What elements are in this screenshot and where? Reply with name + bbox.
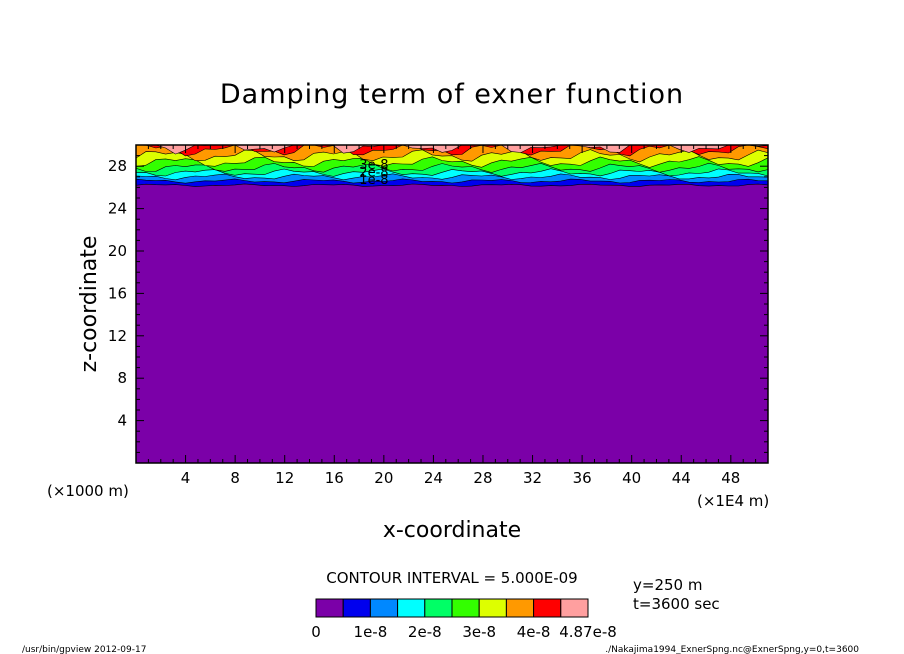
- contour-interval: CONTOUR INTERVAL = 5.000E-09: [326, 569, 577, 587]
- y-tick-label: 12: [108, 327, 127, 345]
- y-axis-label: z-coordinate: [77, 236, 102, 373]
- x-tick-label: 12: [275, 469, 294, 487]
- x-tick-label: 32: [523, 469, 542, 487]
- x-axis-label: x-coordinate: [383, 518, 521, 543]
- colorbar-labels: 0 1e-8 2e-8 3e-8 4e-8 4.87e-8: [311, 623, 617, 641]
- x-tick-label: 20: [374, 469, 393, 487]
- x-tick-label: 36: [573, 469, 592, 487]
- footer-right: ./Nakajima1994_ExnerSpng.nc@ExnerSpng,y=…: [605, 645, 859, 654]
- colorbar-swatch: [478, 598, 507, 618]
- plot-frame: [135, 144, 769, 464]
- x-tick-label: 40: [622, 469, 641, 487]
- colorbar-label: 4e-8: [517, 623, 551, 641]
- x-tick-label: 16: [325, 469, 344, 487]
- colorbar-label: 0: [311, 623, 321, 641]
- colorbar-label: 4.87e-8: [559, 623, 617, 641]
- colorbar-swatch: [342, 598, 371, 618]
- y-tick-label: 28: [108, 157, 127, 175]
- colorbar-label: 2e-8: [408, 623, 442, 641]
- colorbar-label: 1e-8: [354, 623, 388, 641]
- x-tick-label: 24: [424, 469, 443, 487]
- y-ticks: 4 8 12 16 20 24 28: [108, 155, 768, 453]
- y-tick-label: 8: [117, 369, 127, 387]
- x-unit-label: (×1E4 m): [697, 492, 769, 510]
- contour-field: [135, 144, 769, 463]
- colorbar-label: 3e-8: [462, 623, 496, 641]
- y-tick-label: 16: [108, 284, 127, 302]
- band-0: [136, 145, 768, 463]
- colorbar-swatch: [560, 598, 589, 618]
- x-tick-label: 8: [230, 469, 240, 487]
- contour-label: 2e-8: [359, 166, 388, 181]
- y-tick-label: 20: [108, 242, 127, 260]
- x-tick-label: 44: [672, 469, 691, 487]
- contour-labels: 3e-82e-81e-8: [359, 158, 388, 188]
- y-unit-label: (×1000 m): [47, 482, 129, 500]
- contour-label: 3e-8: [359, 158, 388, 173]
- colorbar-swatch: [505, 598, 535, 618]
- x-tick-label: 4: [181, 469, 191, 487]
- y-tick-label: 4: [117, 412, 127, 430]
- info-t: t=3600 sec: [633, 595, 720, 613]
- colorbar-swatch: [315, 598, 344, 618]
- footer-left: /usr/bin/gpview 2012-09-17: [22, 645, 146, 654]
- y-tick-label: 24: [108, 200, 127, 218]
- x-ticks: 4 8 12 16 20 24 28 32 36 40 44 48: [147, 145, 757, 487]
- colorbar-swatch: [397, 598, 426, 618]
- colorbar-swatch: [369, 598, 399, 618]
- chart-title: Damping term of exner function: [220, 79, 684, 110]
- colorbar-swatch: [451, 598, 480, 618]
- contour-label: 1e-8: [359, 173, 388, 188]
- colorbar-swatch: [424, 598, 453, 618]
- x-tick-label: 48: [721, 469, 740, 487]
- colorbar: [315, 598, 589, 618]
- colorbar-swatch: [533, 598, 562, 618]
- x-tick-label: 28: [473, 469, 492, 487]
- info-y: y=250 m: [633, 576, 702, 594]
